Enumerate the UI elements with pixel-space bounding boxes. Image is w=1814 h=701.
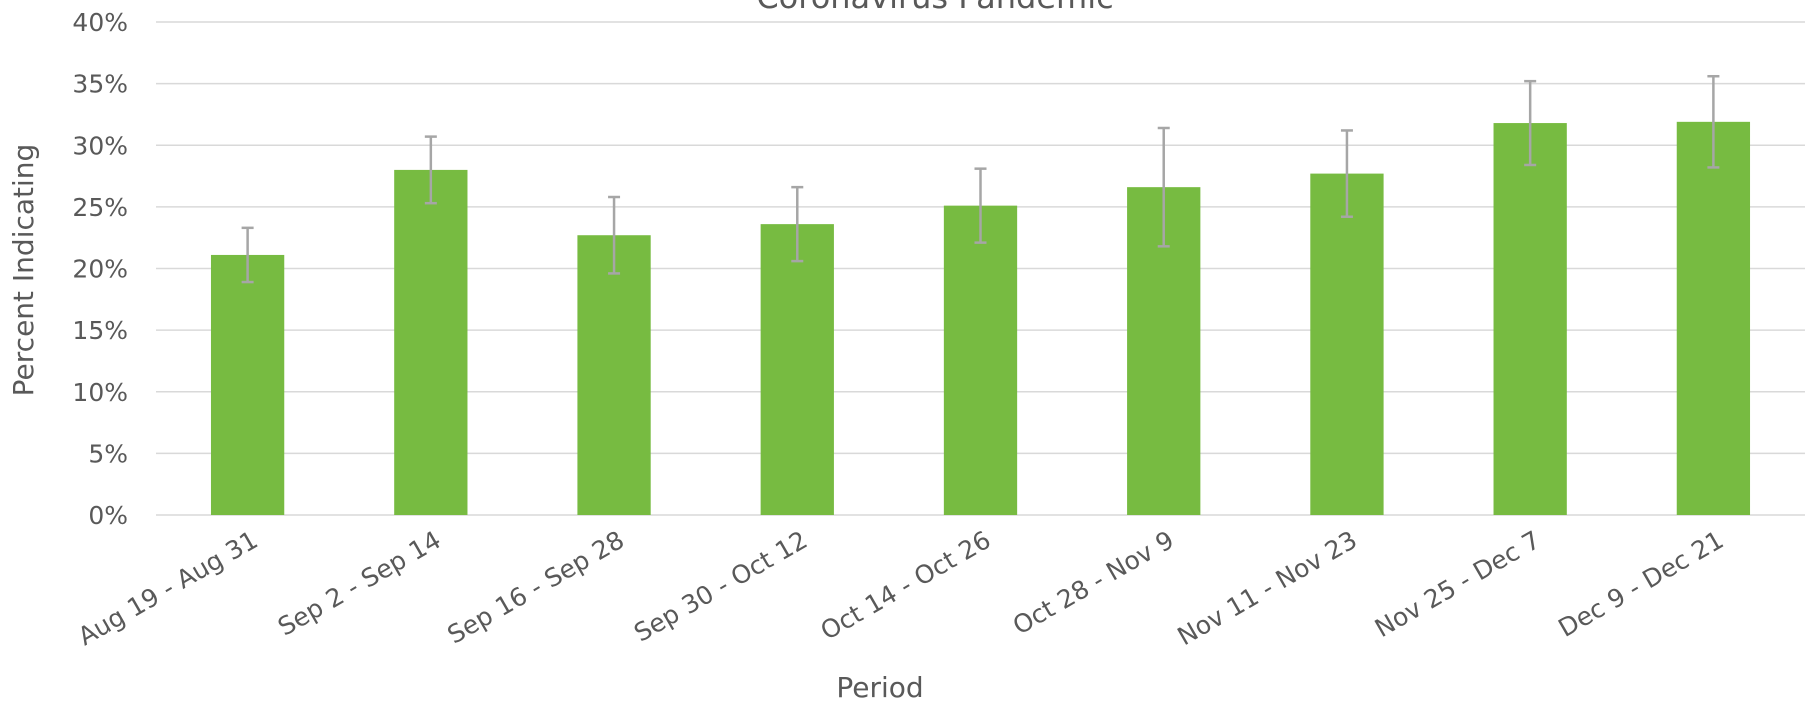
error-bar — [974, 167, 987, 244]
bar — [760, 224, 834, 515]
x-tick-label: Aug 19 - Aug 31 — [73, 525, 263, 651]
y-tick-label: 25% — [72, 193, 128, 222]
bar — [1676, 121, 1751, 516]
x-tick-label: Sep 30 - Oct 12 — [629, 525, 812, 648]
error-bar — [1707, 74, 1720, 169]
bar — [394, 169, 468, 515]
bar — [1493, 123, 1567, 515]
x-tick-label: Nov 11 - Nov 23 — [1172, 525, 1361, 651]
error-bar — [424, 135, 437, 205]
x-tick-label: Sep 16 - Sep 28 — [443, 525, 630, 649]
x-tick-label: Nov 25 - Dec 7 — [1370, 525, 1545, 643]
x-tick-label: Oct 28 - Nov 9 — [1008, 525, 1179, 640]
error-bar — [1524, 79, 1537, 167]
x-axis-label: Period — [836, 671, 923, 701]
x-tick-label: Sep 2 - Sep 14 — [273, 525, 446, 641]
error-bar — [1340, 129, 1353, 218]
y-tick-label: 20% — [72, 255, 128, 284]
y-tick-label: 35% — [72, 70, 128, 99]
error-bar — [608, 195, 621, 275]
y-tick-label: 0% — [88, 501, 128, 530]
y-axis-label: Percent Indicating — [7, 144, 40, 397]
bar — [943, 205, 1018, 515]
y-tick-label: 40% — [72, 8, 128, 37]
bar — [210, 254, 285, 515]
error-bar — [1157, 126, 1170, 248]
y-tick-label: 30% — [72, 131, 128, 160]
bar — [577, 235, 651, 515]
y-tick-label: 10% — [72, 378, 128, 407]
chart-title: Coronavirus Pandemic — [756, 0, 1113, 16]
error-bar — [791, 185, 804, 263]
error-bar — [241, 226, 254, 284]
y-tick-label: 5% — [88, 439, 128, 468]
x-tick-label: Oct 14 - Oct 26 — [816, 525, 996, 646]
x-tick-label: Dec 9 - Dec 21 — [1553, 525, 1728, 643]
bar — [1310, 173, 1384, 515]
y-tick-label: 15% — [72, 316, 128, 345]
